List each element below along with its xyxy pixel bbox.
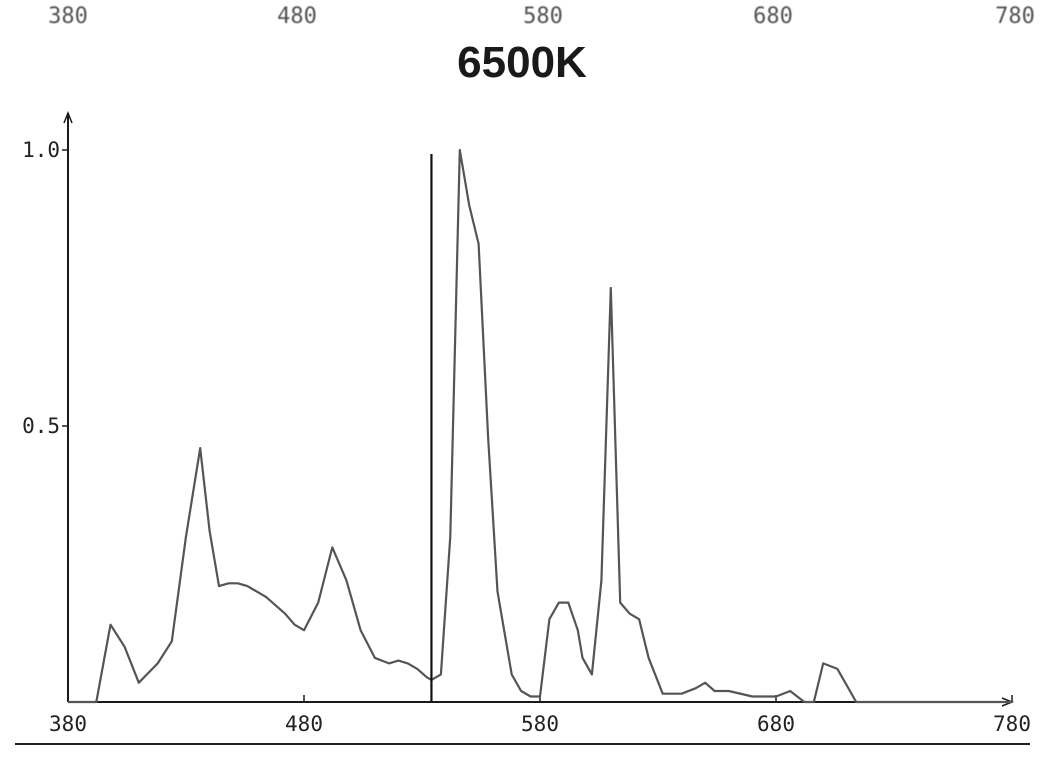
top-axis-labels: 380 480 580 680 780 (0, 0, 1044, 40)
top-tick-label: 680 (753, 4, 793, 29)
x-tick-label: 480 (285, 712, 323, 736)
top-tick-label: 780 (995, 4, 1035, 29)
bottom-rule (15, 743, 1030, 745)
y-axis-arrow (63, 110, 73, 124)
top-tick-label: 580 (523, 4, 563, 29)
axes (63, 110, 1015, 707)
y-tick-label: 1.0 (22, 138, 60, 162)
chart-title: 6500K (457, 38, 587, 87)
x-tick-label: 680 (757, 712, 795, 736)
x-tick-label: 780 (993, 712, 1031, 736)
spectrum-line (68, 148, 1012, 704)
top-tick-label: 380 (48, 4, 88, 29)
x-tick-label: 380 (49, 712, 87, 736)
axis-ticks: 380 480 580 680 780 1.0 0.5 (22, 138, 1031, 736)
plot-area (68, 148, 1012, 704)
x-tick-label: 580 (521, 712, 559, 736)
y-tick-label: 0.5 (22, 414, 60, 438)
top-tick-label: 480 (277, 4, 317, 29)
